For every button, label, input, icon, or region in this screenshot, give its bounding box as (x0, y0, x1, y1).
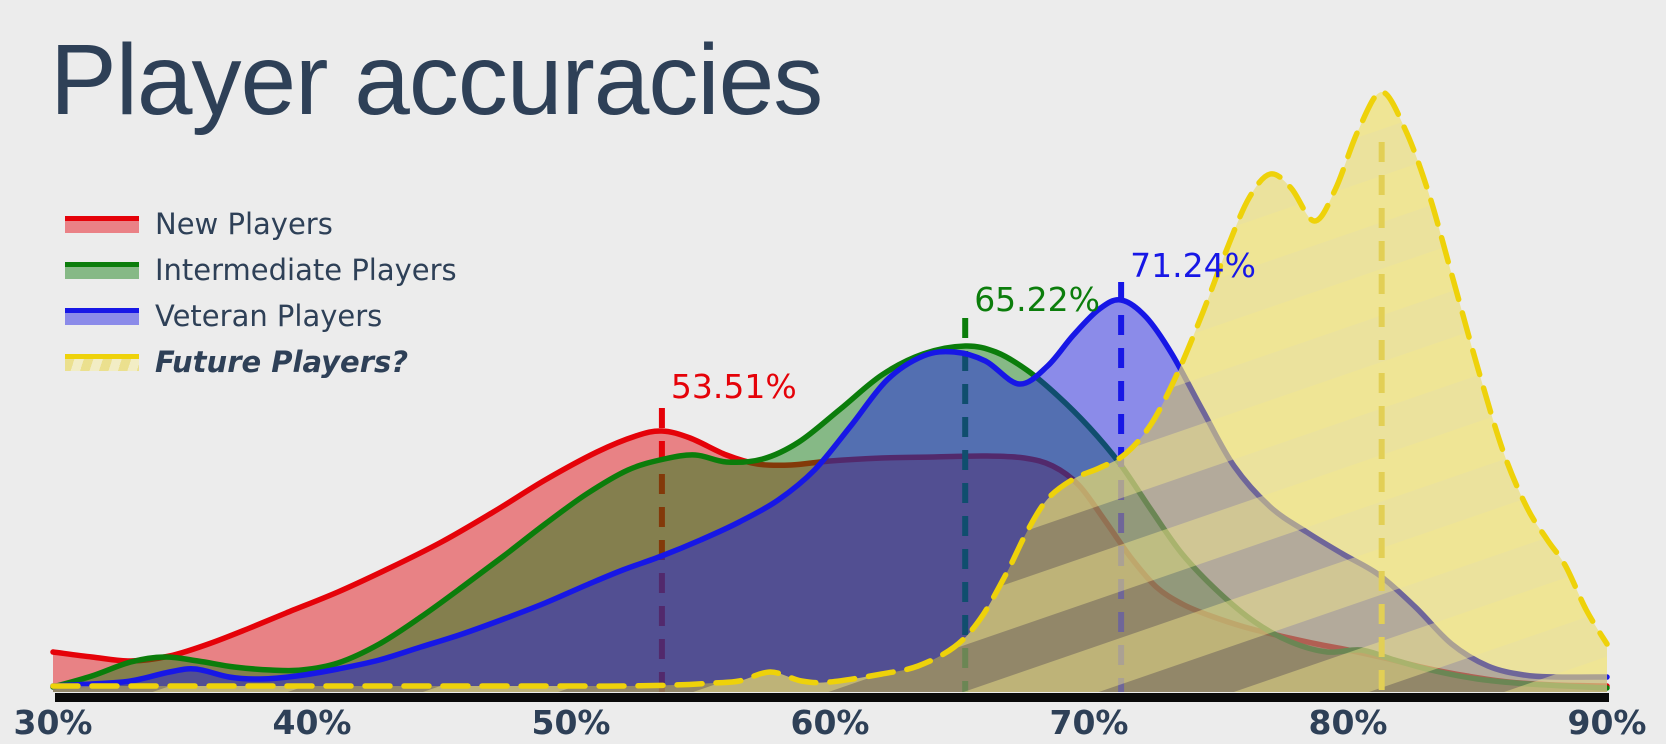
legend-swatch-intermediate-players (65, 261, 139, 279)
mean-value-label-veteran-players: 71.24% (1130, 246, 1256, 285)
legend-item-intermediate-players: Intermediate Players (65, 247, 457, 293)
x-tick-label-30: 30% (13, 703, 93, 742)
page-title: Player accuracies (50, 24, 823, 136)
kde-curve-future-players (50, 89, 1610, 689)
legend-swatch-veteran-players (65, 307, 139, 325)
legend-item-future-players: Future Players? (65, 339, 457, 385)
x-tick-label-90: 90% (1567, 703, 1647, 742)
x-axis-bar (55, 693, 1609, 702)
kde-fill-future-players (53, 91, 1607, 693)
legend-swatch-future-players (65, 353, 139, 371)
x-tick-label-60: 60% (790, 703, 870, 742)
x-tick-label-50: 50% (531, 703, 611, 742)
legend-item-new-players: New Players (65, 201, 457, 247)
x-tick-label-40: 40% (272, 703, 352, 742)
legend-item-veteran-players: Veteran Players (65, 293, 457, 339)
legend-label-new-players: New Players (155, 206, 333, 241)
legend: New Players Intermediate Players Veteran… (65, 201, 457, 385)
legend-swatch-new-players (65, 215, 139, 233)
legend-label-veteran-players: Veteran Players (155, 298, 383, 333)
mean-value-label-intermediate-players: 65.22% (974, 280, 1101, 319)
legend-label-intermediate-players: Intermediate Players (155, 252, 457, 287)
mean-value-label-new-players: 53.51% (670, 367, 797, 406)
legend-label-future-players: Future Players? (155, 344, 409, 379)
x-tick-label-70: 70% (1049, 703, 1129, 742)
x-tick-label-80: 80% (1308, 703, 1388, 742)
